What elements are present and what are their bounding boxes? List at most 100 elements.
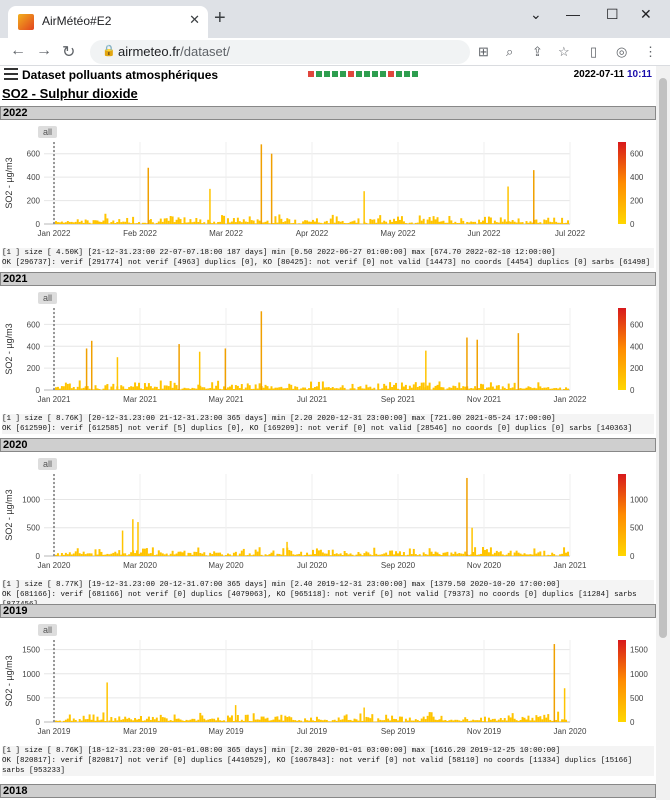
data-bar <box>110 386 113 390</box>
data-bar <box>491 554 494 556</box>
back-icon[interactable]: ← <box>10 42 26 59</box>
data-bar <box>414 382 417 390</box>
data-bar <box>416 222 419 224</box>
all-button[interactable]: all <box>38 458 58 470</box>
data-bar <box>191 387 194 390</box>
data-bar <box>527 715 530 722</box>
data-bar <box>92 220 95 224</box>
minimize-icon[interactable]: — <box>566 6 580 22</box>
data-bar <box>410 554 413 556</box>
x-tick-label: Nov 2019 <box>467 727 502 736</box>
all-button[interactable]: all <box>38 126 58 138</box>
data-bar <box>292 719 295 722</box>
data-bar <box>234 551 237 556</box>
year-bar[interactable]: 2019 <box>0 604 656 618</box>
new-tab-icon[interactable]: + <box>214 7 226 29</box>
data-bar <box>232 552 235 556</box>
data-bar <box>140 552 142 556</box>
address-bar[interactable]: 🔒 airmeteo.fr/dataset/ <box>90 40 470 64</box>
data-bar <box>491 386 494 390</box>
data-bar <box>400 716 403 722</box>
year-bar[interactable]: 2020 <box>0 438 656 452</box>
data-bar <box>329 721 332 722</box>
data-bar <box>165 553 168 556</box>
data-bar <box>406 389 409 390</box>
scrollbar-thumb[interactable] <box>659 78 667 638</box>
all-button[interactable]: all <box>38 292 58 304</box>
scrollbar[interactable] <box>656 66 670 800</box>
data-bar <box>351 221 354 224</box>
data-bar <box>225 555 227 556</box>
data-bar <box>559 721 562 722</box>
chevron-down-icon[interactable]: ⌄ <box>530 6 542 22</box>
data-bar <box>513 552 516 556</box>
peak-bar <box>363 191 365 224</box>
data-bar <box>347 720 350 722</box>
data-bar <box>242 720 245 722</box>
data-bar <box>434 385 437 390</box>
peak-bar <box>553 644 556 722</box>
data-bar <box>406 223 409 224</box>
data-bar <box>306 220 309 224</box>
data-bar <box>268 720 271 722</box>
data-bar <box>290 223 293 224</box>
colorbar-tick-label: 0 <box>630 386 635 395</box>
data-bar <box>371 555 374 556</box>
data-bar <box>122 221 125 224</box>
share-icon[interactable]: ⇪ <box>532 44 543 59</box>
maximize-icon[interactable]: ☐ <box>606 6 619 22</box>
data-bar <box>454 719 457 722</box>
data-bar <box>86 386 89 390</box>
year-bar[interactable]: 2022 <box>0 106 656 120</box>
translate-icon[interactable]: ⊞ <box>478 44 489 59</box>
all-button[interactable]: all <box>38 624 58 636</box>
data-bar <box>110 716 113 722</box>
peak-bar <box>198 351 201 390</box>
hamburger-menu-icon[interactable] <box>4 68 18 80</box>
data-bar <box>487 216 490 224</box>
data-bar <box>353 220 356 224</box>
data-bar <box>177 551 180 556</box>
data-bar <box>323 719 326 722</box>
profile-icon[interactable]: ◎ <box>616 44 628 59</box>
data-bar <box>262 222 265 224</box>
colorbar-tick-label: 200 <box>630 197 644 206</box>
data-bar <box>432 716 435 722</box>
y-tick-label: 200 <box>27 364 41 373</box>
data-bar <box>94 385 97 390</box>
data-bar <box>549 719 552 722</box>
data-bar <box>408 222 411 224</box>
pollutant-title[interactable]: SO2 - Sulphur dioxide <box>2 86 138 101</box>
forward-icon[interactable]: → <box>36 42 52 59</box>
data-bar <box>199 552 202 556</box>
data-bar <box>209 387 212 390</box>
peak-bar <box>132 519 134 556</box>
so2-chart: 0 500 1000 1500 Jan 2019 Mar 2019 May 2019 Jul … <box>4 640 648 736</box>
sidebar-icon[interactable]: ▯ <box>590 44 598 59</box>
data-bar <box>76 548 79 556</box>
menu-icon[interactable]: ⋮ <box>644 44 657 59</box>
zoom-icon[interactable]: ⌕ <box>506 44 514 59</box>
year-bar[interactable]: 2018 <box>0 784 656 798</box>
data-bar <box>134 382 137 390</box>
browser-tab[interactable]: AirMétéo#E2 ✕ <box>8 6 208 38</box>
data-bar <box>248 385 251 390</box>
reload-icon[interactable]: ↻ <box>62 44 76 61</box>
close-tab-icon[interactable]: ✕ <box>189 12 200 27</box>
data-bar <box>254 549 257 556</box>
close-window-icon[interactable]: ✕ <box>640 6 652 22</box>
data-bar <box>232 721 235 722</box>
data-bar <box>460 553 463 556</box>
data-bar <box>565 719 568 722</box>
bookmark-icon[interactable]: ☆ <box>558 44 570 59</box>
y-tick-label: 200 <box>27 197 41 206</box>
data-bar <box>244 714 247 722</box>
data-bar <box>523 717 526 722</box>
data-bar <box>357 386 360 390</box>
year-bar[interactable]: 2021 <box>0 272 656 286</box>
data-bar <box>167 555 170 556</box>
data-bar <box>331 549 334 556</box>
data-bar <box>456 387 459 390</box>
data-bar <box>349 221 352 224</box>
data-bar <box>327 387 330 390</box>
